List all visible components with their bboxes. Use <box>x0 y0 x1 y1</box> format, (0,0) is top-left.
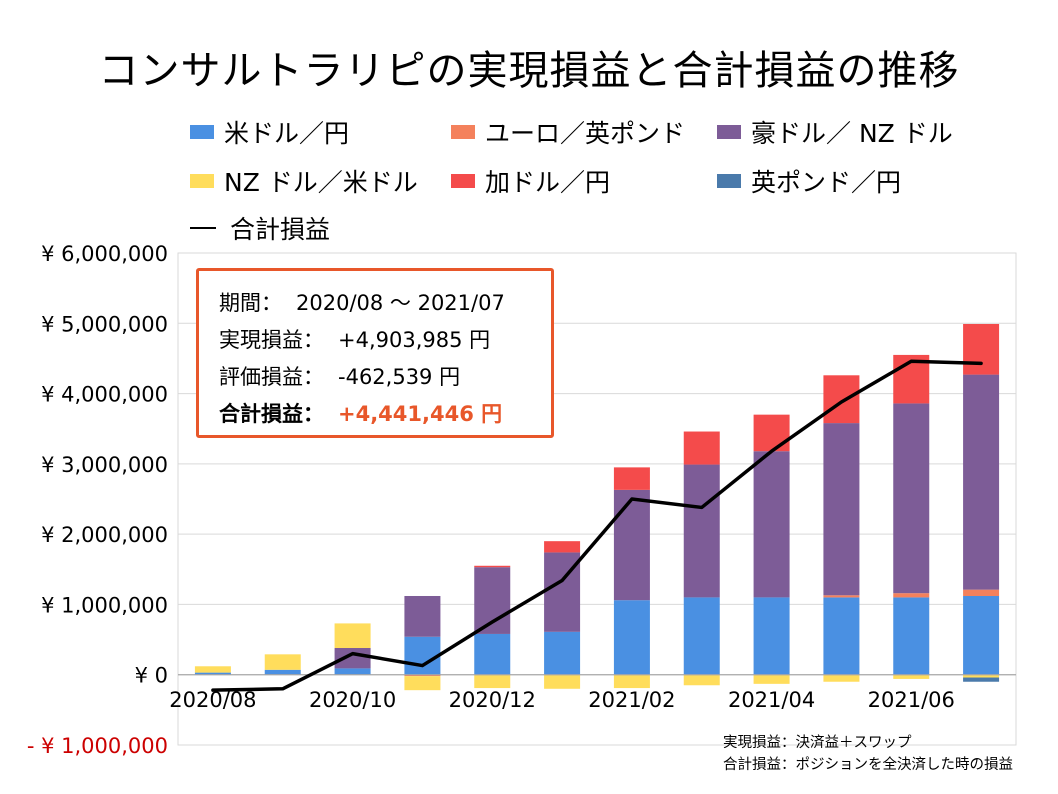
bar-segment <box>544 674 581 689</box>
period-value: 2020/08 〜 2021/07 <box>296 291 505 315</box>
bar-segment <box>753 451 790 598</box>
legend-item-cadjpy: 加ドル／円 <box>451 163 610 199</box>
total-row: 合計損益： +4,441,446 円 <box>219 396 551 433</box>
legend-item-gbpjpy: 英ポンド／円 <box>717 163 901 199</box>
bar-segment <box>683 431 720 465</box>
legend-label: NZ ドル／米ドル <box>224 168 418 197</box>
y-tick-label: - ¥ 1,000,000 <box>27 734 168 758</box>
bar-segment <box>194 672 231 675</box>
unrealized-label: 評価損益： <box>219 365 324 389</box>
period-label: 期間： <box>219 291 282 315</box>
legend-label: 豪ドル／ NZ ドル <box>751 119 953 148</box>
bar-segment <box>683 464 720 598</box>
legend-label: 合計損益 <box>230 215 331 244</box>
x-tick-label: 2020/10 <box>309 688 396 712</box>
bar-segment <box>404 674 441 677</box>
unrealized-row: 評価損益： -462,539 円 <box>219 359 551 396</box>
bar-segment <box>683 597 720 675</box>
realized-value: +4,903,985 円 <box>338 328 491 352</box>
summary-box: 期間： 2020/08 〜 2021/07 実現損益： +4,903,985 円… <box>196 268 554 438</box>
bar-segment <box>404 595 441 637</box>
footnote-total: 合計損益：ポジションを全決済した時の損益 <box>723 757 1013 773</box>
bar-segment <box>404 676 441 691</box>
legend-item-eurgbp: ユーロ／英ポンド <box>451 114 685 150</box>
legend-line-swatch <box>190 227 216 229</box>
bar-segment <box>334 668 371 675</box>
y-tick-label: ¥ 4,000,000 <box>41 383 168 407</box>
legend-swatch <box>190 174 214 188</box>
bar-segment <box>893 597 930 675</box>
x-tick-label: 2020/08 <box>169 688 256 712</box>
bar-segment <box>753 414 790 452</box>
total-line <box>211 359 983 692</box>
bar-segment <box>823 423 860 596</box>
y-tick-label: ¥ 6,000,000 <box>41 242 168 266</box>
bar-segment <box>893 674 930 679</box>
bar-segment <box>963 374 1000 590</box>
bar-segment <box>753 597 790 675</box>
legend-swatch <box>451 125 475 139</box>
legend-label: 米ドル／円 <box>224 119 350 148</box>
x-tick-label: 2021/06 <box>868 688 955 712</box>
footnote-realized: 実現損益：決済益＋スワップ <box>723 735 912 751</box>
x-tick-label: 2021/02 <box>588 688 675 712</box>
bar-segment <box>334 648 371 669</box>
bar-segment <box>404 636 441 675</box>
legend-label: 加ドル／円 <box>485 168 611 197</box>
bar-segment <box>963 677 1000 682</box>
bar-segment <box>963 323 1000 375</box>
bar-segment <box>194 666 231 673</box>
legend-item-total: 合計損益 <box>190 210 330 246</box>
y-tick-label: ¥ 0 <box>135 664 168 688</box>
bar-segment <box>963 595 1000 675</box>
realized-label: 実現損益： <box>219 328 324 352</box>
total-value: +4,441,446 円 <box>338 402 503 426</box>
y-tick-label: ¥ 1,000,000 <box>41 593 168 617</box>
legend-swatch <box>717 125 741 139</box>
unrealized-value: -462,539 円 <box>338 365 461 389</box>
bar-segment <box>753 674 790 684</box>
bar-segment <box>823 375 860 424</box>
bar-segment <box>334 623 371 649</box>
x-tick-label: 2021/04 <box>728 688 815 712</box>
y-tick-label: ¥ 2,000,000 <box>41 523 168 547</box>
total-label: 合計損益： <box>219 402 324 426</box>
legend-swatch <box>717 174 741 188</box>
bar-segment <box>963 674 1000 678</box>
bar-segment <box>264 654 301 670</box>
bar-segment <box>613 600 650 675</box>
period-row: 期間： 2020/08 〜 2021/07 <box>219 285 551 322</box>
bar-segment <box>264 669 301 675</box>
legend-label: 英ポンド／円 <box>751 168 902 197</box>
legend-item-nzdusd: NZ ドル／米ドル <box>190 163 418 199</box>
bar-segment <box>823 597 860 675</box>
y-tick-label: ¥ 3,000,000 <box>41 453 168 477</box>
legend-item-usdjpy: 米ドル／円 <box>190 114 349 150</box>
legend-label: ユーロ／英ポンド <box>485 119 686 148</box>
bar-segment <box>823 595 860 598</box>
bar-segment <box>613 674 650 689</box>
bar-segment <box>474 674 511 689</box>
bar-segment <box>544 631 581 675</box>
bar-segment <box>613 489 650 601</box>
realized-row: 実現損益： +4,903,985 円 <box>219 322 551 359</box>
bar-segment <box>893 593 930 598</box>
footnotes: 実現損益：決済益＋スワップ 合計損益：ポジションを全決済した時の損益 <box>723 732 1013 776</box>
bar-segment <box>474 633 511 675</box>
bar-segment <box>474 565 511 568</box>
bar-segment <box>823 674 860 682</box>
bar-segment <box>683 674 720 686</box>
y-tick-label: ¥ 5,000,000 <box>41 312 168 336</box>
bar-segment <box>893 403 930 594</box>
legend-swatch <box>190 125 214 139</box>
bar-segment <box>544 541 581 553</box>
x-tick-label: 2020/12 <box>449 688 536 712</box>
bar-segment <box>963 589 1000 596</box>
chart-title: コンサルトラリピの実現損益と合計損益の推移 <box>98 48 960 94</box>
legend-swatch <box>451 174 475 188</box>
legend-item-audnzd: 豪ドル／ NZ ドル <box>717 114 953 150</box>
bar-segment <box>613 467 650 490</box>
